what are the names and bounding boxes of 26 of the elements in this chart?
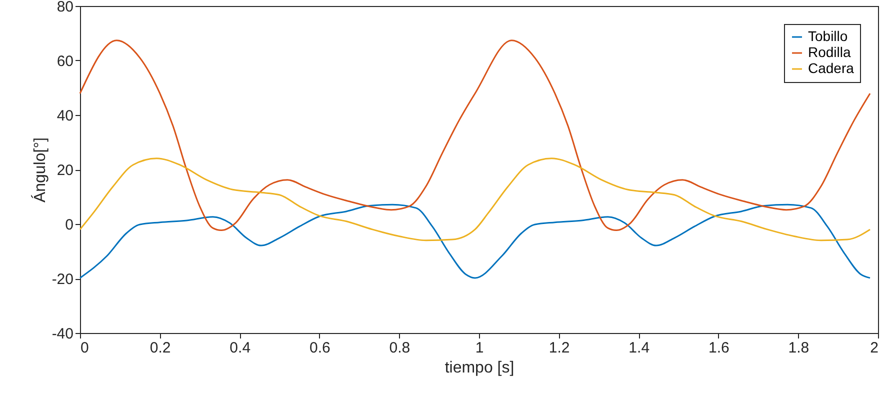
y-tick-label: 0 xyxy=(65,216,74,234)
x-tick-label: 2 xyxy=(870,340,878,356)
x-tick-label: 0.8 xyxy=(389,340,410,356)
x-tick-label: 1 xyxy=(475,340,484,356)
line-series xyxy=(79,158,871,242)
x-tick-label: 1.6 xyxy=(708,340,730,356)
y-tick-label: 80 xyxy=(56,0,74,16)
x-tick-label: 0.4 xyxy=(230,340,251,356)
x-tick-label: 0.2 xyxy=(150,340,171,356)
legend-label: Tobillo xyxy=(808,28,848,44)
y-tick-label: 60 xyxy=(56,53,74,70)
line-series xyxy=(79,40,871,232)
y-tick-label: 40 xyxy=(56,108,74,124)
x-tick-label: 1.2 xyxy=(548,340,570,356)
y-tick-label: -40 xyxy=(52,326,74,342)
x-tick-label: 0.6 xyxy=(309,340,330,356)
y-tick-label: -20 xyxy=(52,271,74,288)
y-tick-label: 20 xyxy=(56,162,74,179)
legend-label: Cadera xyxy=(808,60,854,76)
y-axis-title: Ángulo[°] xyxy=(30,137,49,203)
x-axis-title: tiempo [s] xyxy=(444,360,514,376)
x-tick-label: 0 xyxy=(80,340,89,356)
x-tick-label: 1.4 xyxy=(628,340,650,356)
line-series xyxy=(79,204,871,279)
legend-label: Rodilla xyxy=(808,44,852,60)
x-tick-label: 1.8 xyxy=(788,340,810,356)
